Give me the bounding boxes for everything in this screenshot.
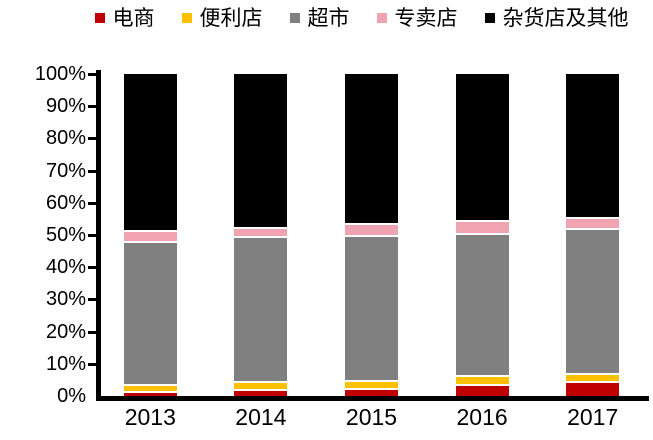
- legend-item-0: 电商: [94, 6, 155, 30]
- legend-label: 杂货店及其他: [502, 6, 629, 30]
- y-tick-label: 80%: [45, 127, 86, 150]
- y-axis-tick: [88, 169, 96, 173]
- x-axis-label: 2016: [456, 404, 508, 430]
- y-tick-label: 30%: [45, 288, 86, 311]
- bar-segment-便利店: [455, 376, 509, 387]
- y-axis-line: [96, 70, 101, 401]
- y-axis-tick: [88, 201, 96, 205]
- legend-swatch-icon: [376, 13, 387, 23]
- legend-swatch-icon: [289, 13, 300, 23]
- bar-segment-专卖店: [566, 218, 620, 231]
- legend: 电商 便利店 超市 专卖店 杂货店及其他: [70, 4, 653, 32]
- bar-segment-专卖店: [123, 231, 177, 244]
- x-axis-label: 2015: [345, 404, 398, 430]
- y-tick-label: 90%: [45, 95, 86, 118]
- legend-swatch-icon: [181, 13, 192, 23]
- legend-swatch-icon: [94, 13, 105, 23]
- y-axis-tick: [88, 298, 96, 302]
- x-axis-label: 2017: [567, 404, 619, 430]
- bar-segment-超市: [123, 243, 177, 387]
- bar-segment-杂货店及其他: [123, 74, 177, 232]
- y-axis-tick: [88, 266, 96, 270]
- bar-segment-便利店: [123, 386, 177, 393]
- legend-swatch-icon: [484, 13, 495, 23]
- bar-segment-杂货店及其他: [234, 74, 288, 229]
- legend-item-1: 便利店: [181, 6, 263, 30]
- x-axis-line: [96, 396, 649, 401]
- y-axis-tick: [88, 105, 96, 109]
- y-axis-tick: [88, 73, 96, 76]
- bar-segment-专卖店: [455, 222, 509, 235]
- x-axis-label: 2014: [235, 404, 287, 430]
- y-tick-label: 60%: [45, 191, 86, 214]
- bar-segment-便利店: [234, 383, 288, 392]
- bar-segment-电商: [566, 383, 620, 396]
- bar-segment-电商: [123, 392, 177, 396]
- bar-segment-杂货店及其他: [566, 74, 620, 219]
- y-tick-label: 100%: [34, 63, 86, 85]
- bar-segment-超市: [345, 236, 398, 382]
- y-tick-label: 0%: [57, 385, 86, 407]
- bar-segment-超市: [455, 235, 509, 377]
- bar-segment-电商: [234, 391, 288, 396]
- bar-segment-电商: [455, 386, 509, 396]
- y-tick-label: 50%: [45, 224, 86, 246]
- legend-item-3: 专卖店: [376, 6, 458, 30]
- bar-segment-电商: [345, 389, 398, 396]
- y-tick-label: 20%: [45, 320, 86, 343]
- y-tick-label: 70%: [45, 159, 86, 182]
- bar-segment-超市: [566, 230, 620, 376]
- y-axis-tick: [88, 330, 96, 334]
- bar-segment-专卖店: [345, 225, 398, 237]
- bar-segment-杂货店及其他: [455, 74, 509, 223]
- legend-label: 超市: [307, 6, 350, 30]
- y-axis-tick: [88, 234, 96, 237]
- legend-item-2: 超市: [289, 6, 350, 30]
- y-axis-tick: [88, 362, 96, 366]
- bar-segment-便利店: [345, 381, 398, 390]
- y-tick-label: 10%: [45, 352, 86, 375]
- bar-segment-杂货店及其他: [345, 74, 398, 226]
- legend-label: 便利店: [199, 6, 263, 30]
- y-axis-tick: [88, 137, 96, 141]
- y-tick-label: 40%: [45, 256, 86, 279]
- x-axis-label: 2013: [124, 404, 176, 430]
- bar-segment-专卖店: [234, 228, 288, 239]
- legend-label: 电商: [112, 6, 155, 30]
- legend-label: 专卖店: [394, 6, 458, 30]
- bar-segment-超市: [234, 238, 288, 384]
- bar-segment-便利店: [566, 375, 620, 384]
- legend-item-4: 杂货店及其他: [484, 6, 629, 30]
